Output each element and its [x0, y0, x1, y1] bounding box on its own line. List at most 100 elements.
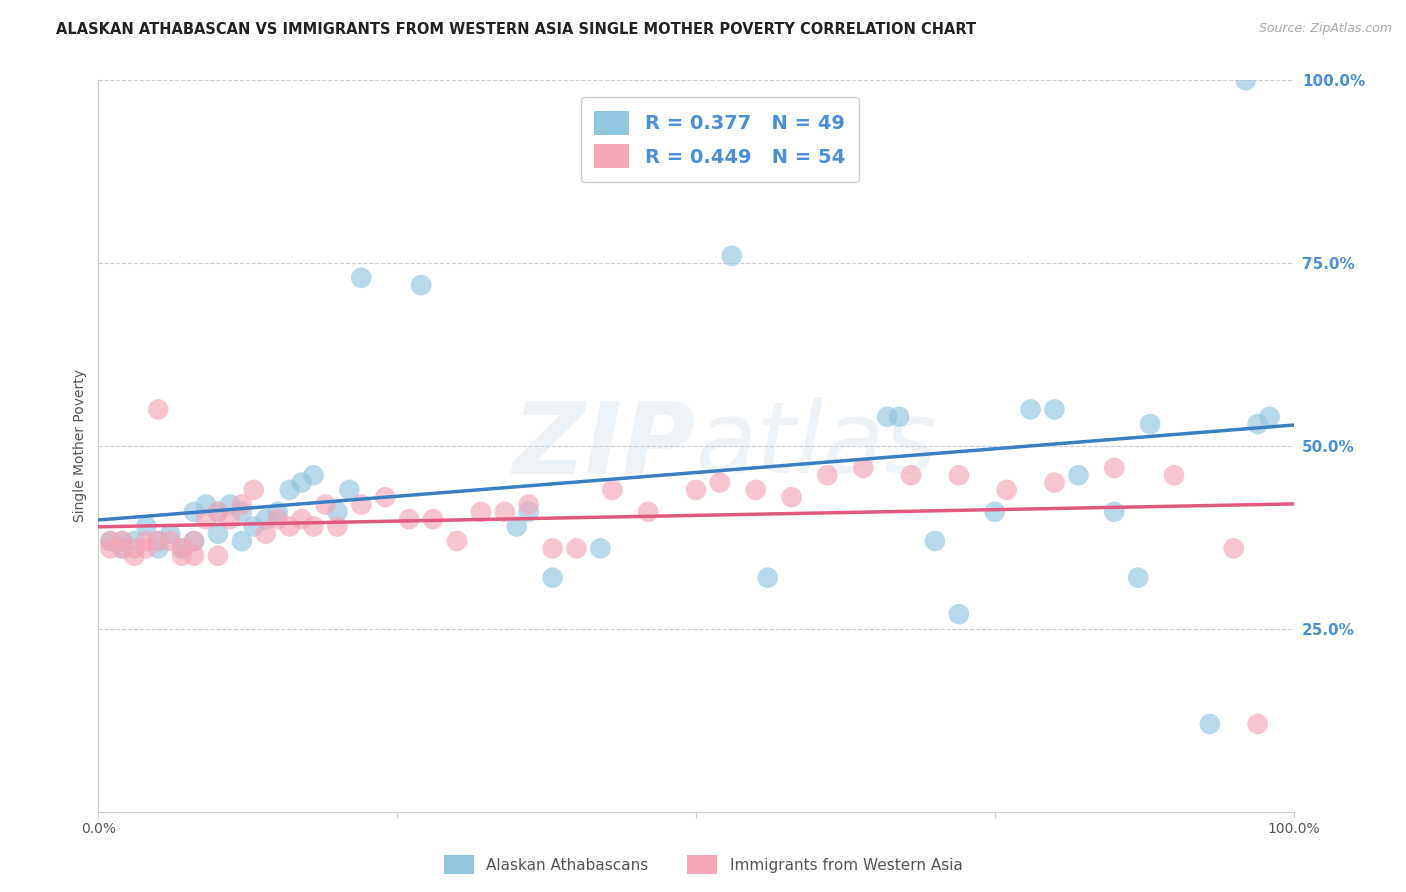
Point — [494, 505, 516, 519]
Point — [900, 468, 922, 483]
Point — [183, 534, 205, 549]
Point — [1067, 468, 1090, 483]
Point — [589, 541, 612, 556]
Point — [852, 461, 875, 475]
Point — [756, 571, 779, 585]
Point — [828, 161, 851, 175]
Point — [541, 541, 564, 556]
Point — [98, 534, 122, 549]
Point — [111, 534, 134, 549]
Point — [111, 534, 134, 549]
Point — [111, 541, 134, 556]
Point — [948, 468, 970, 483]
Point — [267, 505, 290, 519]
Point — [183, 505, 205, 519]
Text: Source: ZipAtlas.com: Source: ZipAtlas.com — [1258, 22, 1392, 36]
Point — [374, 490, 396, 504]
Point — [111, 541, 134, 556]
Point — [278, 519, 301, 533]
Point — [1247, 417, 1270, 431]
Text: ZIP: ZIP — [513, 398, 696, 494]
Point — [148, 534, 170, 549]
Point — [219, 512, 242, 526]
Point — [1019, 402, 1042, 417]
Point — [876, 409, 898, 424]
Point — [172, 541, 194, 556]
Point — [207, 549, 229, 563]
Point — [1139, 417, 1161, 431]
Point — [183, 534, 205, 549]
Point — [254, 526, 277, 541]
Point — [291, 475, 314, 490]
Point — [470, 505, 492, 519]
Point — [326, 519, 349, 533]
Point — [172, 549, 194, 563]
Point — [1199, 717, 1222, 731]
Point — [231, 498, 253, 512]
Point — [815, 468, 838, 483]
Point — [98, 534, 122, 549]
Point — [124, 541, 146, 556]
Point — [1104, 461, 1126, 475]
Legend: R = 0.377   N = 49, R = 0.449   N = 54: R = 0.377 N = 49, R = 0.449 N = 54 — [581, 97, 859, 182]
Point — [398, 512, 420, 526]
Point — [183, 549, 205, 563]
Point — [98, 541, 122, 556]
Point — [984, 505, 1007, 519]
Text: atlas: atlas — [696, 398, 938, 494]
Text: ALASKAN ATHABASCAN VS IMMIGRANTS FROM WESTERN ASIA SINGLE MOTHER POVERTY CORRELA: ALASKAN ATHABASCAN VS IMMIGRANTS FROM WE… — [56, 22, 976, 37]
Point — [780, 490, 803, 504]
Point — [637, 505, 659, 519]
Point — [1043, 402, 1066, 417]
Point — [1163, 468, 1185, 483]
Point — [745, 483, 768, 497]
Point — [148, 402, 170, 417]
Point — [315, 498, 337, 512]
Point — [411, 278, 433, 293]
Point — [339, 483, 361, 497]
Point — [709, 475, 731, 490]
Point — [1128, 571, 1150, 585]
Point — [207, 505, 229, 519]
Point — [302, 468, 325, 483]
Point — [721, 249, 744, 263]
Point — [422, 512, 444, 526]
Y-axis label: Single Mother Poverty: Single Mother Poverty — [73, 369, 87, 523]
Point — [195, 512, 218, 526]
Legend: Alaskan Athabascans, Immigrants from Western Asia: Alaskan Athabascans, Immigrants from Wes… — [437, 849, 969, 880]
Point — [350, 498, 373, 512]
Point — [159, 526, 181, 541]
Point — [517, 505, 540, 519]
Point — [267, 512, 290, 526]
Point — [924, 534, 946, 549]
Point — [124, 549, 146, 563]
Point — [231, 505, 253, 519]
Point — [1104, 505, 1126, 519]
Point — [148, 534, 170, 549]
Point — [948, 607, 970, 622]
Point — [159, 534, 181, 549]
Point — [135, 519, 157, 533]
Point — [172, 541, 194, 556]
Point — [446, 534, 468, 549]
Point — [243, 519, 266, 533]
Point — [1258, 409, 1281, 424]
Point — [124, 534, 146, 549]
Point — [219, 498, 242, 512]
Point — [326, 505, 349, 519]
Point — [135, 541, 157, 556]
Point — [291, 512, 314, 526]
Point — [565, 541, 588, 556]
Point — [135, 534, 157, 549]
Point — [350, 270, 373, 285]
Point — [517, 498, 540, 512]
Point — [602, 483, 624, 497]
Point — [1223, 541, 1246, 556]
Point — [207, 526, 229, 541]
Point — [231, 534, 253, 549]
Point — [302, 519, 325, 533]
Point — [278, 483, 301, 497]
Point — [207, 505, 229, 519]
Point — [1234, 73, 1257, 87]
Point — [148, 541, 170, 556]
